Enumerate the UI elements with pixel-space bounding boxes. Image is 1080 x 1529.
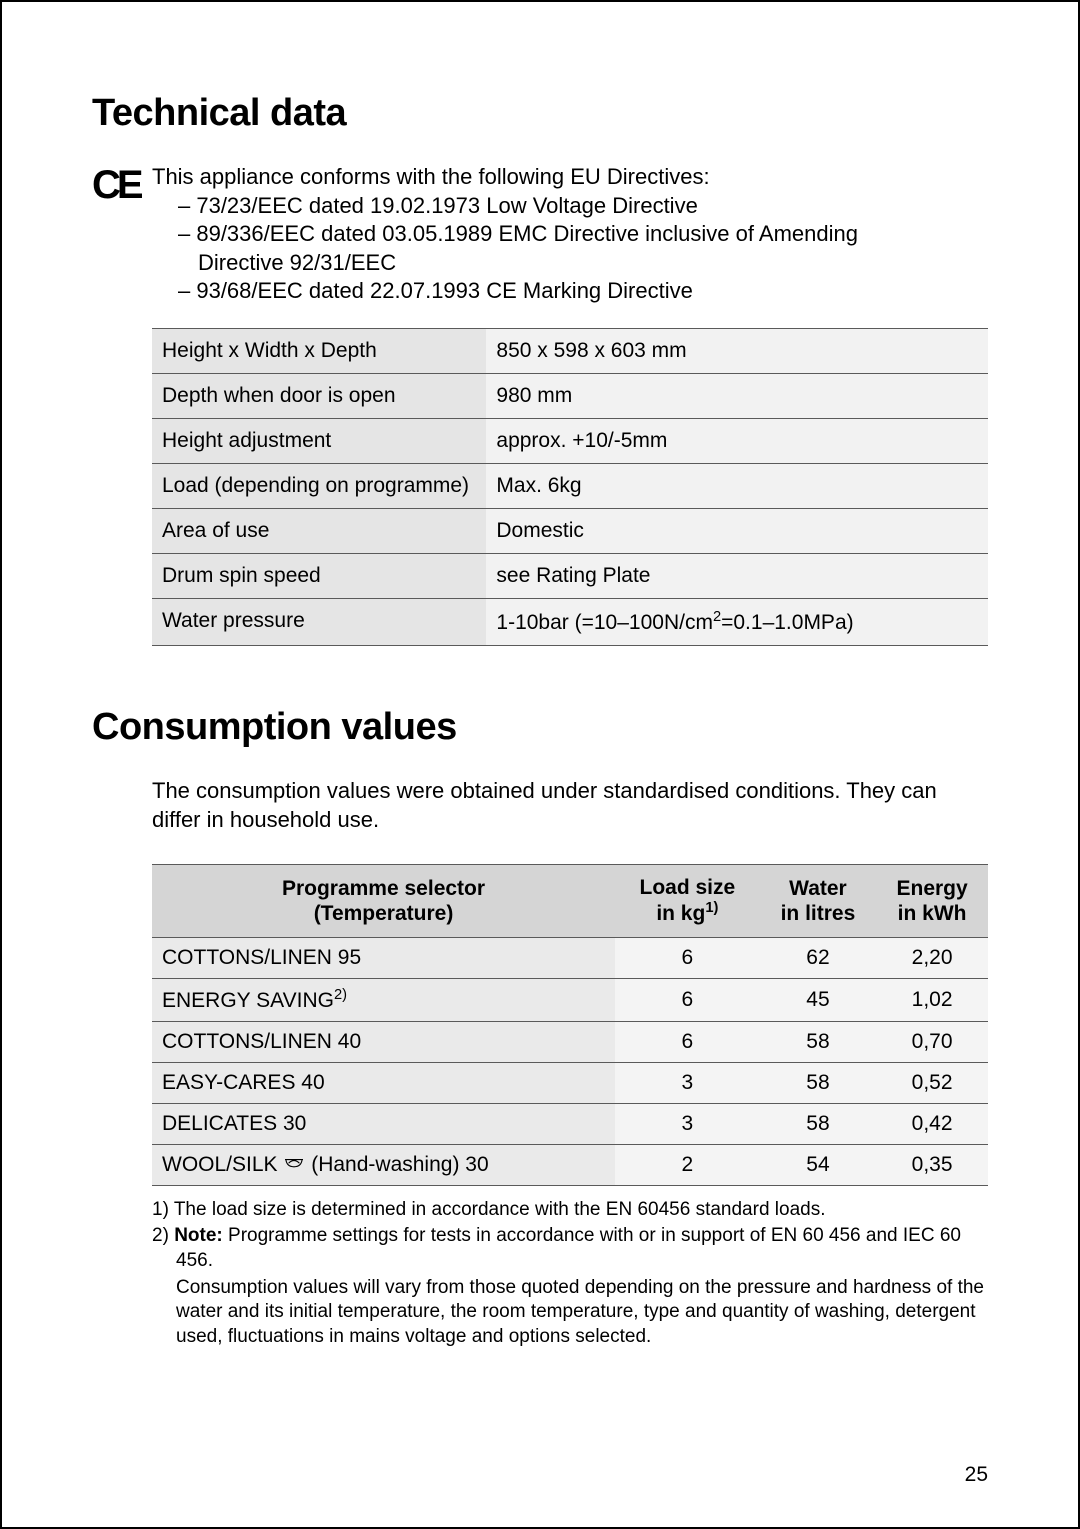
programme-cell: ENERGY SAVING2) <box>152 978 615 1021</box>
spec-label: Height adjustment <box>152 418 486 463</box>
consumption-table: Programme selector (Temperature) Load si… <box>152 864 988 1185</box>
header-text: Load size <box>640 876 736 899</box>
ce-mark-icon: CE <box>92 163 152 205</box>
load-cell: 6 <box>615 937 760 978</box>
consumption-section: Consumption values The consumption value… <box>92 706 988 1350</box>
water-cell: 62 <box>760 937 876 978</box>
spec-value: approx. +10/-5mm <box>486 418 988 463</box>
energy-cell: 0,42 <box>876 1103 988 1144</box>
table-row: Water pressure1-10bar (=10–100N/cm2=0.1–… <box>152 598 988 645</box>
heading-technical-data: Technical data <box>92 92 988 135</box>
spec-value: Domestic <box>486 508 988 553</box>
spec-value: 980 mm <box>486 373 988 418</box>
col-load: Load size in kg1) <box>615 865 760 937</box>
load-cell: 2 <box>615 1144 760 1185</box>
spec-label: Depth when door is open <box>152 373 486 418</box>
programme-cell: DELICATES 30 <box>152 1103 615 1144</box>
load-cell: 3 <box>615 1103 760 1144</box>
table-row: COTTONS/LINEN 406580,70 <box>152 1021 988 1062</box>
table-row: Load (depending on programme)Max. 6kg <box>152 463 988 508</box>
programme-cell: COTTONS/LINEN 40 <box>152 1021 615 1062</box>
header-text: in litres <box>781 902 856 925</box>
programme-cell: COTTONS/LINEN 95 <box>152 937 615 978</box>
table-row: Drum spin speedsee Rating Plate <box>152 553 988 598</box>
directive-item-continuation: Directive 92/31/EEC <box>152 249 858 278</box>
spec-label: Water pressure <box>152 598 486 645</box>
energy-cell: 0,35 <box>876 1144 988 1185</box>
table-row: Height adjustmentapprox. +10/-5mm <box>152 418 988 463</box>
spec-value: Max. 6kg <box>486 463 988 508</box>
table-row: DELICATES 303580,42 <box>152 1103 988 1144</box>
energy-cell: 2,20 <box>876 937 988 978</box>
header-text: Energy <box>896 877 967 900</box>
programme-cell: WOOL/SILK (Hand-washing) 30 <box>152 1144 615 1185</box>
directive-item: – 73/23/EEC dated 19.02.1973 Low Voltage… <box>152 192 858 221</box>
consumption-intro: The consumption values were obtained und… <box>152 777 988 834</box>
energy-cell: 0,70 <box>876 1021 988 1062</box>
header-text: Water <box>789 877 847 900</box>
water-cell: 54 <box>760 1144 876 1185</box>
footnotes: 1) The load size is determined in accord… <box>152 1198 988 1350</box>
header-text: Programme selector <box>282 877 485 900</box>
table-row: EASY-CARES 403580,52 <box>152 1062 988 1103</box>
spec-label: Drum spin speed <box>152 553 486 598</box>
load-cell: 6 <box>615 978 760 1021</box>
footnote-paragraph: Consumption values will vary from those … <box>152 1276 988 1350</box>
manual-page: Technical data CE This appliance conform… <box>0 0 1080 1529</box>
table-row: Depth when door is open980 mm <box>152 373 988 418</box>
col-water: Water in litres <box>760 865 876 937</box>
spec-value: 1-10bar (=10–100N/cm2=0.1–1.0MPa) <box>486 598 988 645</box>
directive-item: – 93/68/EEC dated 22.07.1993 CE Marking … <box>152 277 858 306</box>
page-number: 25 <box>965 1463 988 1487</box>
table-row: COTTONS/LINEN 956622,20 <box>152 937 988 978</box>
header-text: in kWh <box>898 902 967 925</box>
directive-item: – 89/336/EEC dated 03.05.1989 EMC Direct… <box>152 220 858 249</box>
table-row: Height x Width x Depth850 x 598 x 603 mm <box>152 328 988 373</box>
table-row: WOOL/SILK (Hand-washing) 302540,35 <box>152 1144 988 1185</box>
directives-intro: This appliance conforms with the followi… <box>152 163 858 192</box>
technical-specs-table: Height x Width x Depth850 x 598 x 603 mm… <box>152 328 988 646</box>
water-cell: 58 <box>760 1021 876 1062</box>
directives-text: This appliance conforms with the followi… <box>152 163 858 306</box>
spec-value: 850 x 598 x 603 mm <box>486 328 988 373</box>
footnote-2: 2) Note: Programme settings for tests in… <box>152 1224 988 1273</box>
page-content: Technical data CE This appliance conform… <box>92 92 988 1350</box>
table-header-row: Programme selector (Temperature) Load si… <box>152 865 988 937</box>
water-cell: 58 <box>760 1062 876 1103</box>
water-cell: 58 <box>760 1103 876 1144</box>
table-row: ENERGY SAVING2)6451,02 <box>152 978 988 1021</box>
load-cell: 3 <box>615 1062 760 1103</box>
col-programme: Programme selector (Temperature) <box>152 865 615 937</box>
header-text: (Temperature) <box>314 902 454 925</box>
energy-cell: 0,52 <box>876 1062 988 1103</box>
load-cell: 6 <box>615 1021 760 1062</box>
water-cell: 45 <box>760 978 876 1021</box>
heading-consumption-values: Consumption values <box>92 706 988 749</box>
col-energy: Energy in kWh <box>876 865 988 937</box>
programme-cell: EASY-CARES 40 <box>152 1062 615 1103</box>
header-text: in kg1) <box>656 902 718 925</box>
footnote-1: 1) The load size is determined in accord… <box>152 1198 988 1223</box>
spec-label: Load (depending on programme) <box>152 463 486 508</box>
spec-value: see Rating Plate <box>486 553 988 598</box>
spec-label: Height x Width x Depth <box>152 328 486 373</box>
table-row: Area of useDomestic <box>152 508 988 553</box>
spec-label: Area of use <box>152 508 486 553</box>
ce-conformity-block: CE This appliance conforms with the foll… <box>92 163 988 306</box>
energy-cell: 1,02 <box>876 978 988 1021</box>
